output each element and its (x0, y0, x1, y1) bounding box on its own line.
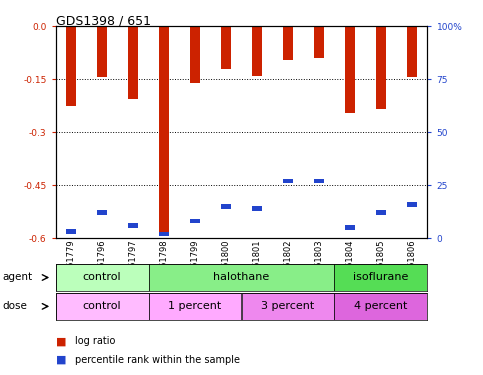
Bar (334, 293, 427, 320)
Text: 1 percent: 1 percent (169, 302, 222, 311)
Text: ■: ■ (56, 355, 66, 365)
Bar (313, 178, 325, 183)
Bar (56, 264, 149, 291)
Bar (128, 223, 139, 228)
Bar (344, 225, 355, 230)
Bar (66, 26, 76, 106)
Bar (97, 26, 107, 78)
Text: isoflurane: isoflurane (353, 273, 409, 282)
Text: 4 percent: 4 percent (354, 302, 408, 311)
Bar (407, 202, 417, 207)
Text: log ratio: log ratio (75, 336, 115, 346)
Bar (66, 230, 76, 234)
Bar (283, 178, 293, 183)
Bar (252, 26, 262, 76)
Bar (252, 206, 262, 211)
Bar (56, 293, 149, 320)
Text: ■: ■ (56, 336, 66, 346)
Bar (313, 26, 325, 58)
Bar (190, 219, 200, 224)
Bar (158, 232, 170, 236)
Text: halothane: halothane (213, 273, 270, 282)
Bar (242, 293, 334, 320)
Bar (149, 293, 242, 320)
Bar (334, 264, 427, 291)
Text: dose: dose (2, 302, 28, 311)
Bar (344, 26, 355, 113)
Bar (158, 26, 170, 236)
Bar (376, 210, 386, 215)
Text: control: control (83, 302, 121, 311)
Bar (376, 26, 386, 109)
Text: 3 percent: 3 percent (261, 302, 314, 311)
Text: control: control (83, 273, 121, 282)
Bar (149, 264, 334, 291)
Bar (97, 210, 107, 215)
Bar (407, 26, 417, 78)
Text: GDS1398 / 651: GDS1398 / 651 (56, 15, 151, 28)
Bar (283, 26, 293, 60)
Bar (221, 26, 231, 69)
Text: agent: agent (2, 273, 32, 282)
Bar (190, 26, 200, 83)
Text: percentile rank within the sample: percentile rank within the sample (75, 355, 240, 365)
Bar (221, 204, 231, 209)
Bar (128, 26, 139, 99)
